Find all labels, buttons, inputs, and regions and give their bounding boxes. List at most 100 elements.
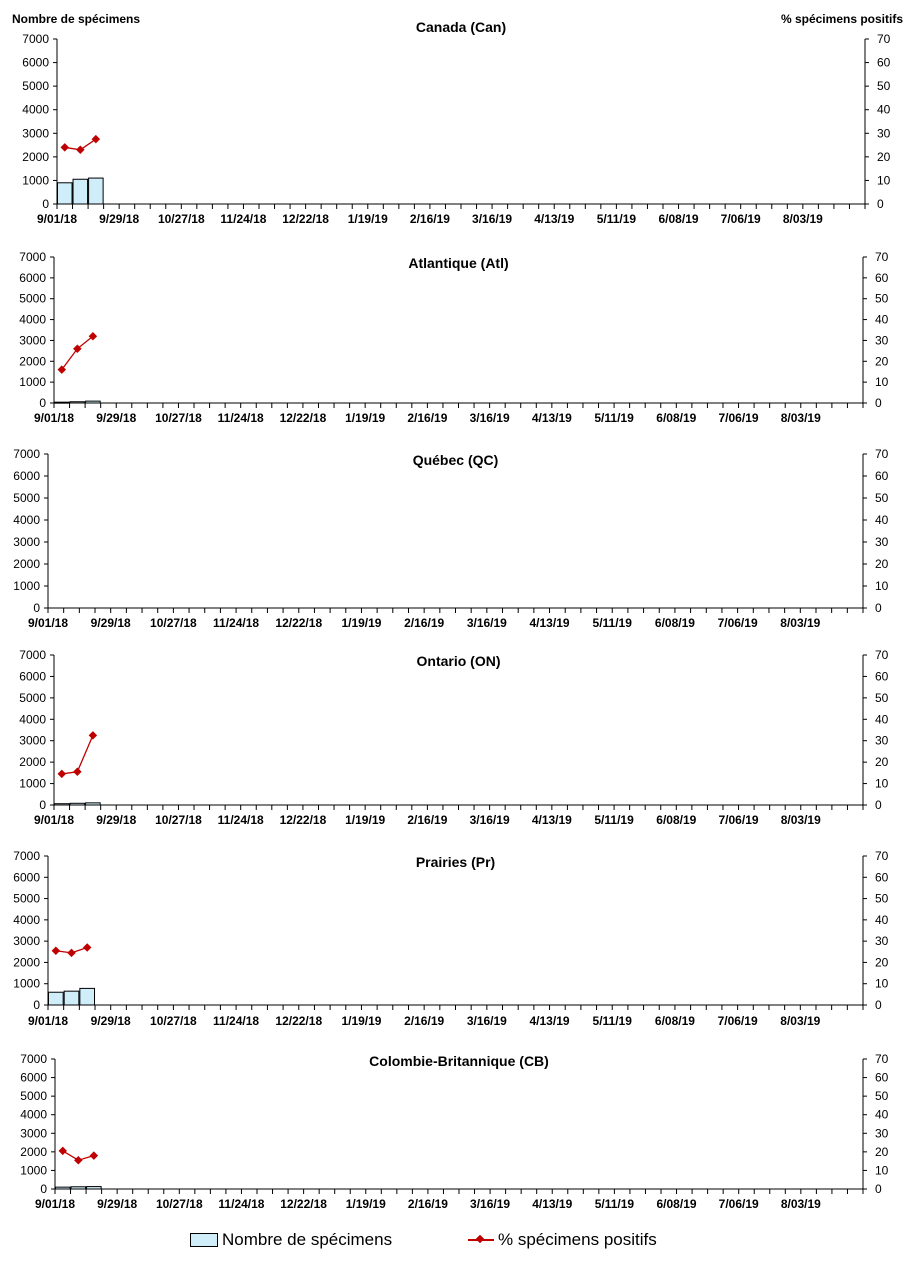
x-tick-label: 3/16/19 — [467, 1014, 507, 1028]
legend-bars: Nombre de spécimens — [190, 1228, 392, 1252]
y-left-tick-label: 7000 — [19, 250, 46, 264]
x-tick-label: 2/16/19 — [407, 411, 447, 425]
x-tick-label: 9/29/18 — [99, 212, 139, 226]
y-left-tick-label: 6000 — [19, 669, 46, 683]
x-tick-label: 6/08/19 — [655, 616, 695, 630]
y-right-tick-label: 40 — [875, 1108, 889, 1122]
y-left-tick-label: 1000 — [20, 1163, 47, 1177]
y-left-tick-label: 1000 — [22, 173, 49, 187]
x-tick-label: 7/06/19 — [718, 1014, 758, 1028]
y-left-tick-label: 5000 — [13, 491, 40, 505]
y-left-tick-label: 5000 — [19, 292, 46, 306]
y-left-tick-label: 6000 — [13, 469, 40, 483]
x-tick-label: 9/29/18 — [91, 1014, 131, 1028]
y-left-tick-label: 7000 — [19, 648, 46, 662]
bar — [85, 802, 101, 806]
x-tick-label: 10/27/18 — [150, 616, 197, 630]
x-tick-label: 2/16/19 — [404, 616, 444, 630]
x-tick-label: 8/03/19 — [780, 616, 820, 630]
x-tick-label: 3/16/19 — [472, 212, 512, 226]
legend-line-swatch — [468, 1234, 494, 1246]
y-right-tick-label: 0 — [875, 601, 882, 615]
x-tick-label: 11/24/18 — [218, 411, 264, 425]
y-left-tick-label: 3000 — [19, 333, 46, 347]
x-tick-label: 8/03/19 — [781, 1197, 821, 1211]
y-right-tick-label: 40 — [875, 712, 889, 726]
y-left-tick-label: 3000 — [13, 934, 40, 948]
y-left-tick-label: 0 — [39, 396, 46, 410]
x-tick-label: 6/08/19 — [656, 411, 696, 425]
x-tick-label: 10/27/18 — [150, 1014, 197, 1028]
percent-point — [67, 948, 76, 958]
y-right-tick-label: 10 — [875, 579, 889, 593]
x-tick-label: 5/11/19 — [597, 212, 637, 226]
y-right-tick-label: 50 — [875, 491, 889, 505]
x-tick-label: 9/29/18 — [96, 411, 136, 425]
y-left-tick-label: 3000 — [22, 126, 49, 140]
x-tick-label: 11/24/18 — [218, 813, 264, 827]
y-right-tick-label: 10 — [875, 777, 889, 791]
y-left-tick-label: 3000 — [19, 734, 46, 748]
x-tick-label: 3/16/19 — [470, 411, 510, 425]
y-right-tick-label: 50 — [875, 292, 889, 306]
x-tick-label: 5/11/19 — [594, 813, 634, 827]
x-tick-label: 3/16/19 — [470, 813, 510, 827]
y-right-tick-label: 70 — [875, 250, 889, 264]
percent-point — [73, 767, 82, 777]
x-tick-label: 6/08/19 — [655, 1014, 695, 1028]
x-tick-label: 4/13/19 — [532, 813, 572, 827]
y-right-tick-label: 50 — [875, 1089, 889, 1103]
x-tick-label: 7/06/19 — [721, 212, 761, 226]
x-tick-label: 8/03/19 — [781, 411, 821, 425]
x-tick-label: 3/16/19 — [470, 1197, 510, 1211]
x-tick-label: 9/01/18 — [28, 1014, 68, 1028]
legend-bar-swatch — [190, 1233, 218, 1247]
y-right-tick-label: 50 — [877, 79, 891, 93]
y-left-tick-label: 4000 — [20, 1108, 47, 1122]
x-tick-label: 5/11/19 — [594, 411, 634, 425]
y-right-tick-label: 70 — [875, 849, 889, 863]
y-right-tick-label: 20 — [875, 354, 889, 368]
y-right-tick-label: 60 — [875, 1071, 889, 1085]
y-left-tick-label: 6000 — [20, 1071, 47, 1085]
x-tick-label: 9/29/18 — [96, 813, 136, 827]
y-right-tick-label: 70 — [875, 447, 889, 461]
y-left-tick-label: 3000 — [13, 535, 40, 549]
y-right-tick-label: 60 — [877, 56, 891, 70]
y-left-tick-label: 3000 — [20, 1126, 47, 1140]
x-tick-label: 10/27/18 — [158, 212, 205, 226]
y-left-tick-label: 6000 — [19, 271, 46, 285]
y-left-tick-label: 4000 — [19, 712, 46, 726]
y-right-tick-label: 30 — [877, 126, 891, 140]
y-left-tick-label: 1000 — [13, 579, 40, 593]
y-left-tick-label: 7000 — [13, 849, 40, 863]
x-tick-label: 4/13/19 — [532, 1197, 572, 1211]
y-right-tick-label: 0 — [875, 1182, 882, 1196]
right-axis-title: % spécimens positifs — [781, 12, 903, 26]
y-right-tick-label: 10 — [875, 375, 889, 389]
y-right-tick-label: 10 — [877, 173, 891, 187]
y-right-tick-label: 30 — [875, 1126, 889, 1140]
y-left-tick-label: 0 — [33, 601, 40, 615]
y-left-tick-label: 0 — [39, 798, 46, 812]
x-tick-label: 10/27/18 — [156, 1197, 203, 1211]
x-tick-label: 6/08/19 — [659, 212, 699, 226]
x-tick-label: 9/01/18 — [34, 411, 74, 425]
x-tick-label: 11/24/18 — [213, 616, 259, 630]
y-right-tick-label: 50 — [875, 892, 889, 906]
percent-point — [51, 946, 61, 955]
y-right-tick-label: 60 — [875, 469, 889, 483]
percent-point — [58, 1146, 68, 1156]
x-tick-label: 2/16/19 — [404, 1014, 444, 1028]
y-right-tick-label: 0 — [877, 197, 884, 211]
x-tick-label: 4/13/19 — [530, 616, 570, 630]
y-right-tick-label: 10 — [875, 1163, 889, 1177]
y-left-tick-label: 2000 — [22, 150, 49, 164]
x-tick-label: 8/03/19 — [783, 212, 823, 226]
x-tick-label: 6/08/19 — [656, 813, 696, 827]
x-tick-label: 1/19/19 — [345, 813, 385, 827]
percent-point — [88, 332, 98, 341]
x-tick-label: 12/22/18 — [280, 411, 327, 425]
